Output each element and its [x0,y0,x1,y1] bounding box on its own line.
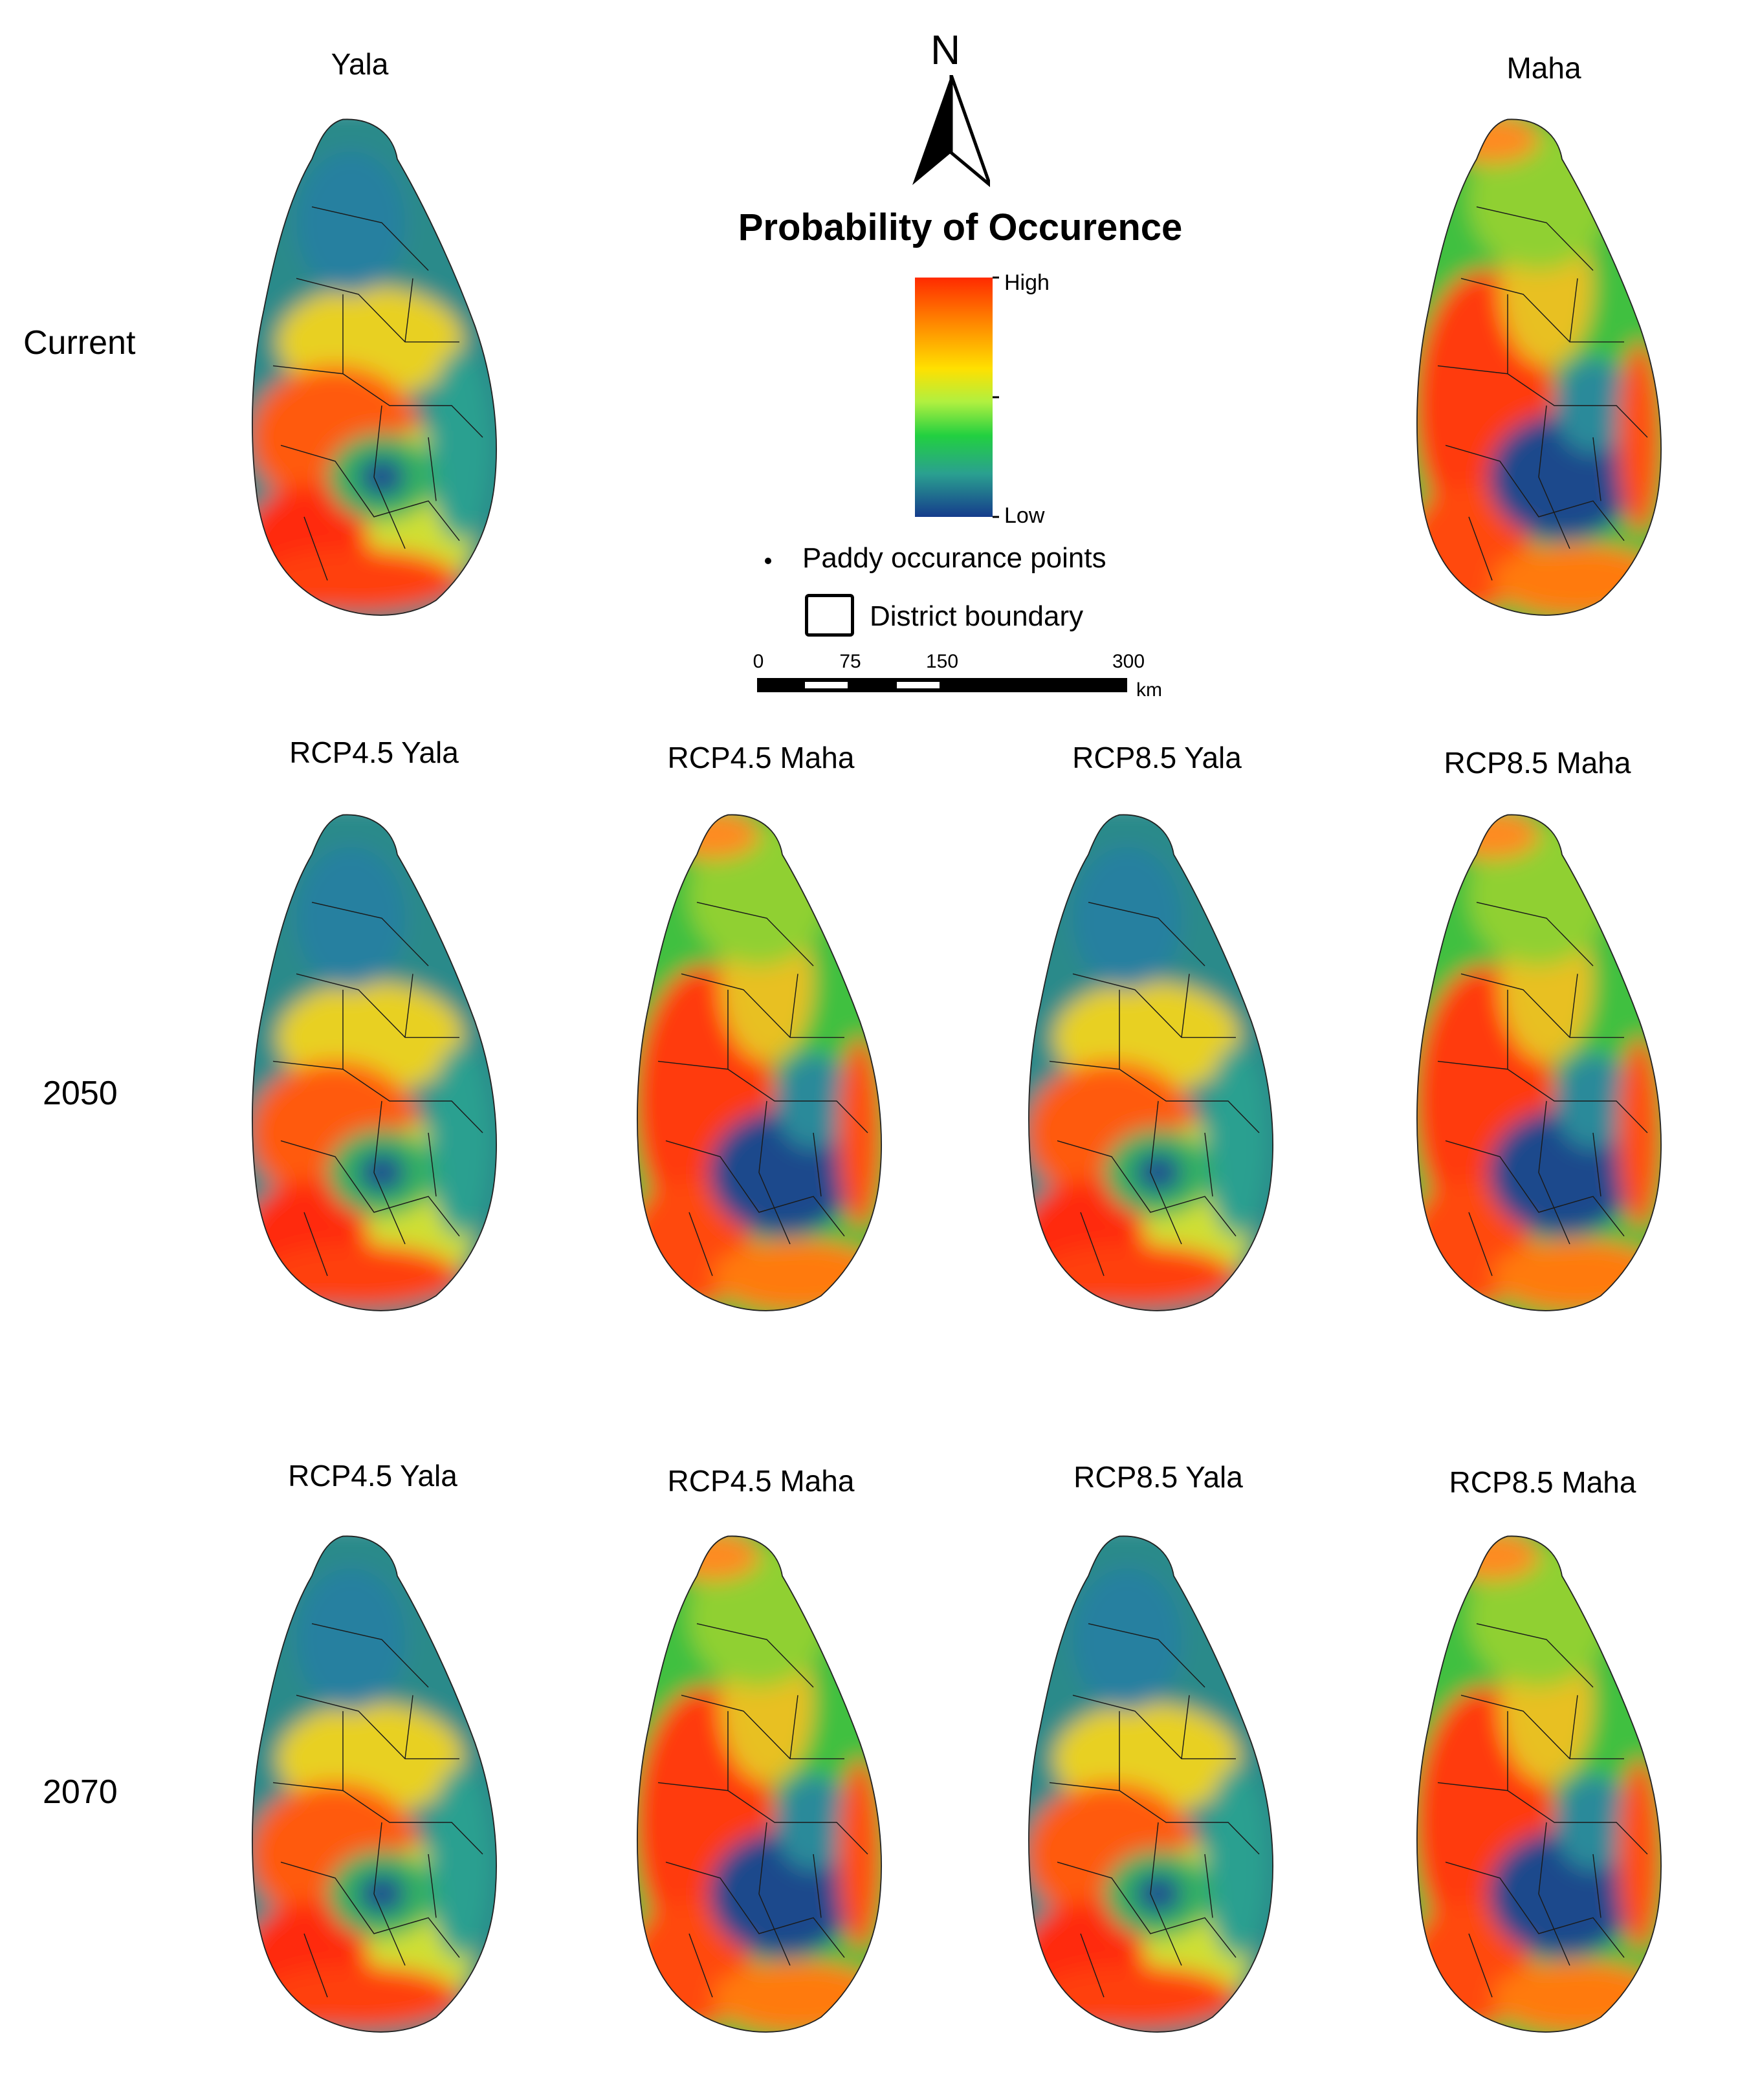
map-title-current-yala: Yala [331,47,389,81]
scale-tick-0: 0 [753,651,764,672]
map-2070-rcp85-yala [1003,1520,1314,2077]
ramp-high-label: High [1004,270,1050,295]
map-2050-rcp85-yala [1003,799,1314,1355]
map-title-2050-rcp85-maha: RCP8.5 Maha [1444,746,1631,780]
north-arrow-icon [912,75,990,188]
scale-tick-150: 150 [925,651,959,672]
district-boundary-symbol [805,594,854,637]
ramp-low-label: Low [1004,503,1045,528]
scale-tick-75: 75 [839,651,861,672]
map-2050-rcp45-yala [226,799,537,1355]
map-2070-rcp85-maha [1391,1520,1702,2077]
map-title-2050-rcp45-maha: RCP4.5 Maha [667,741,855,774]
scale-tick-300: 300 [1112,651,1145,672]
map-current-yala [226,104,537,660]
map-2050-rcp85-maha [1391,799,1702,1355]
map-title-2070-rcp85-yala: RCP8.5 Yala [1073,1460,1243,1494]
map-2070-rcp45-maha [611,1520,922,2077]
row-label-2070: 2070 [43,1773,118,1811]
map-current-maha [1391,104,1702,660]
scale-bar [757,678,1127,692]
map-2050-rcp45-maha [611,799,922,1355]
map-title-2070-rcp85-maha: RCP8.5 Maha [1449,1465,1636,1499]
map-title-2070-rcp45-yala: RCP4.5 Yala [288,1459,457,1493]
map-title-2070-rcp45-maha: RCP4.5 Maha [667,1464,855,1498]
map-title-2050-rcp85-yala: RCP8.5 Yala [1072,741,1242,774]
row-label-current: Current [23,324,136,362]
district-boundary-label: District boundary [870,600,1084,632]
map-title-2050-rcp45-yala: RCP4.5 Yala [289,736,459,769]
north-label: N [930,27,961,73]
paddy-point-symbol [765,558,771,564]
legend-title: Probability of Occurence [738,206,1183,248]
map-title-current-maha: Maha [1506,51,1581,85]
row-label-2050: 2050 [43,1075,118,1112]
scale-unit: km [1136,679,1162,701]
color-ramp [915,276,999,518]
paddy-points-label: Paddy occurance points [802,542,1106,574]
map-2070-rcp45-yala [226,1520,537,2077]
